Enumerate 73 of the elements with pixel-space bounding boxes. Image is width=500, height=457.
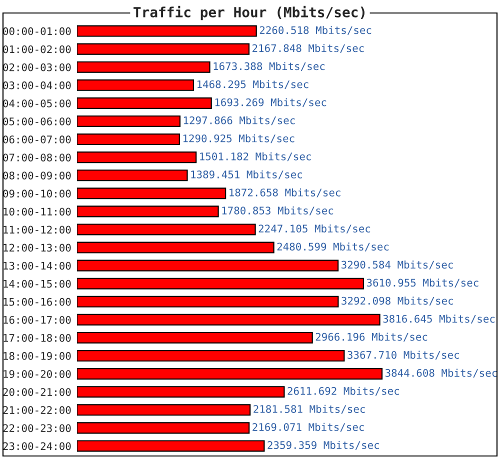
data-label: 1501.182 Mbits/sec: [200, 152, 311, 162]
y-tick-label: 03:00-04:00: [3, 81, 71, 90]
data-label: 3816.645 Mbits/sec: [383, 314, 495, 324]
data-label: 3610.955 Mbits/sec: [366, 278, 478, 288]
bar: [77, 278, 364, 290]
bar: [77, 260, 339, 272]
bar: [77, 296, 339, 308]
bar: [77, 115, 181, 128]
data-label: 2359.359 Mbits/sec: [268, 440, 379, 450]
bar: [77, 386, 285, 398]
bar: [77, 97, 212, 109]
bar: [77, 188, 226, 200]
bar: [77, 133, 180, 146]
bar: [77, 242, 274, 254]
y-tick-label: 11:00-12:00: [4, 226, 71, 234]
data-label: 2966.196 Mbits/sec: [316, 332, 428, 342]
y-tick-label: 08:00-09:00: [3, 172, 71, 180]
data-label: 2260.518 Mbits/sec: [260, 26, 372, 35]
data-label: 2480.599 Mbits/sec: [277, 242, 389, 252]
y-tick-label: 15:00-16:00: [4, 298, 71, 306]
y-tick-label: 06:00-07:00: [3, 136, 71, 144]
bar: [77, 152, 197, 164]
bar: [77, 224, 256, 236]
y-tick-label: 01:00-02:00: [3, 45, 71, 54]
data-label: 3292.098 Mbits/sec: [342, 296, 453, 306]
y-tick-label: 05:00-06:00: [3, 117, 71, 126]
bar: [77, 404, 251, 416]
y-tick-label: 00:00-01:00: [3, 27, 71, 36]
y-tick-label: 18:00-19:00: [4, 352, 71, 360]
y-tick-label: 14:00-15:00: [4, 280, 71, 288]
y-tick-label: 16:00-17:00: [4, 316, 71, 324]
bar: [77, 25, 257, 37]
y-tick-label: 20:00-21:00: [3, 388, 71, 396]
bar: [77, 314, 380, 326]
y-tick-label: 19:00-20:00: [4, 370, 71, 378]
y-tick-label: 23:00-24:00: [3, 442, 71, 450]
bar: [77, 440, 265, 452]
y-tick-label: 21:00-22:00: [3, 406, 71, 414]
bar: [77, 61, 210, 73]
data-label: 2247.105 Mbits/sec: [258, 224, 370, 234]
data-label: 2181.581 Mbits/sec: [254, 404, 365, 414]
data-label: 2167.848 Mbits/sec: [252, 44, 364, 53]
y-tick-label: 12:00-13:00: [4, 244, 71, 252]
y-tick-label: 10:00-11:00: [4, 208, 71, 216]
y-tick-label: 13:00-14:00: [4, 262, 71, 270]
data-label: 2611.692 Mbits/sec: [288, 386, 399, 396]
bar: [77, 332, 313, 344]
bar: [77, 43, 250, 55]
y-tick-label: 09:00-10:00: [3, 190, 71, 198]
data-label: 3367.710 Mbits/sec: [348, 350, 459, 360]
data-label: 1693.269 Mbits/sec: [215, 98, 326, 108]
y-tick-label: 04:00-05:00: [3, 99, 71, 108]
data-label: 3290.584 Mbits/sec: [342, 260, 453, 270]
data-label: 1872.658 Mbits/sec: [230, 188, 340, 198]
data-label: 3844.608 Mbits/sec: [385, 368, 497, 378]
data-label: 1290.925 Mbits/sec: [183, 134, 294, 144]
y-tick-label: 17:00-18:00: [4, 334, 71, 342]
bar: [77, 368, 383, 380]
data-label: 2169.071 Mbits/sec: [252, 422, 364, 432]
bar: [77, 206, 219, 218]
data-label: 1780.853 Mbits/sec: [222, 206, 334, 216]
chart-title: Traffic per Hour (Mbits/sec): [134, 6, 364, 20]
data-label: 1673.388 Mbits/sec: [214, 62, 325, 71]
data-label: 1389.451 Mbits/sec: [191, 170, 302, 180]
y-tick-label: 02:00-03:00: [3, 63, 71, 72]
data-label: 1468.295 Mbits/sec: [198, 80, 308, 90]
y-tick-label: 22:00-23:00: [3, 424, 71, 432]
bar: [77, 79, 194, 91]
y-tick-label: 07:00-08:00: [3, 154, 71, 162]
bar: [77, 422, 250, 434]
bar: [77, 350, 345, 362]
data-label: 1297.866 Mbits/sec: [184, 116, 295, 126]
bar: [77, 170, 188, 182]
